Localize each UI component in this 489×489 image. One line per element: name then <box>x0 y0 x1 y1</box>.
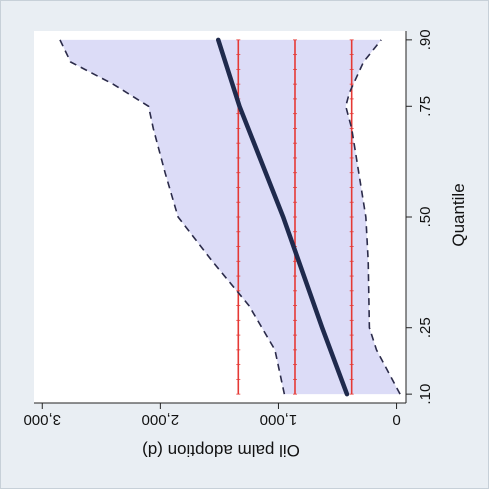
quantile-estimate-line <box>215 37 350 397</box>
ci-upper-line <box>59 39 286 395</box>
ci-lower-line <box>344 39 401 395</box>
quantile-tick-label: .90 <box>417 29 434 50</box>
value-tick-label: 0 <box>392 411 400 428</box>
value-tick-label: 1,000 <box>260 411 298 428</box>
axes: 0 1,000 2,000 3,000 .10 .25 .50 .75 .90 <box>23 29 434 428</box>
x-axis-title: Quantile <box>449 183 468 246</box>
series-lines <box>59 37 401 397</box>
quantile-tick-label: .75 <box>417 96 434 117</box>
value-tick-label: 2,000 <box>142 411 180 428</box>
quantile-tick-label: .50 <box>417 207 434 228</box>
value-tick-label: 3,000 <box>23 411 61 428</box>
quantile-tick-label: .10 <box>417 384 434 405</box>
quantile-tick-label: .25 <box>417 317 434 338</box>
y-axis-title: Oil palm adoption (d) <box>142 441 300 460</box>
reference-lines <box>236 39 354 395</box>
